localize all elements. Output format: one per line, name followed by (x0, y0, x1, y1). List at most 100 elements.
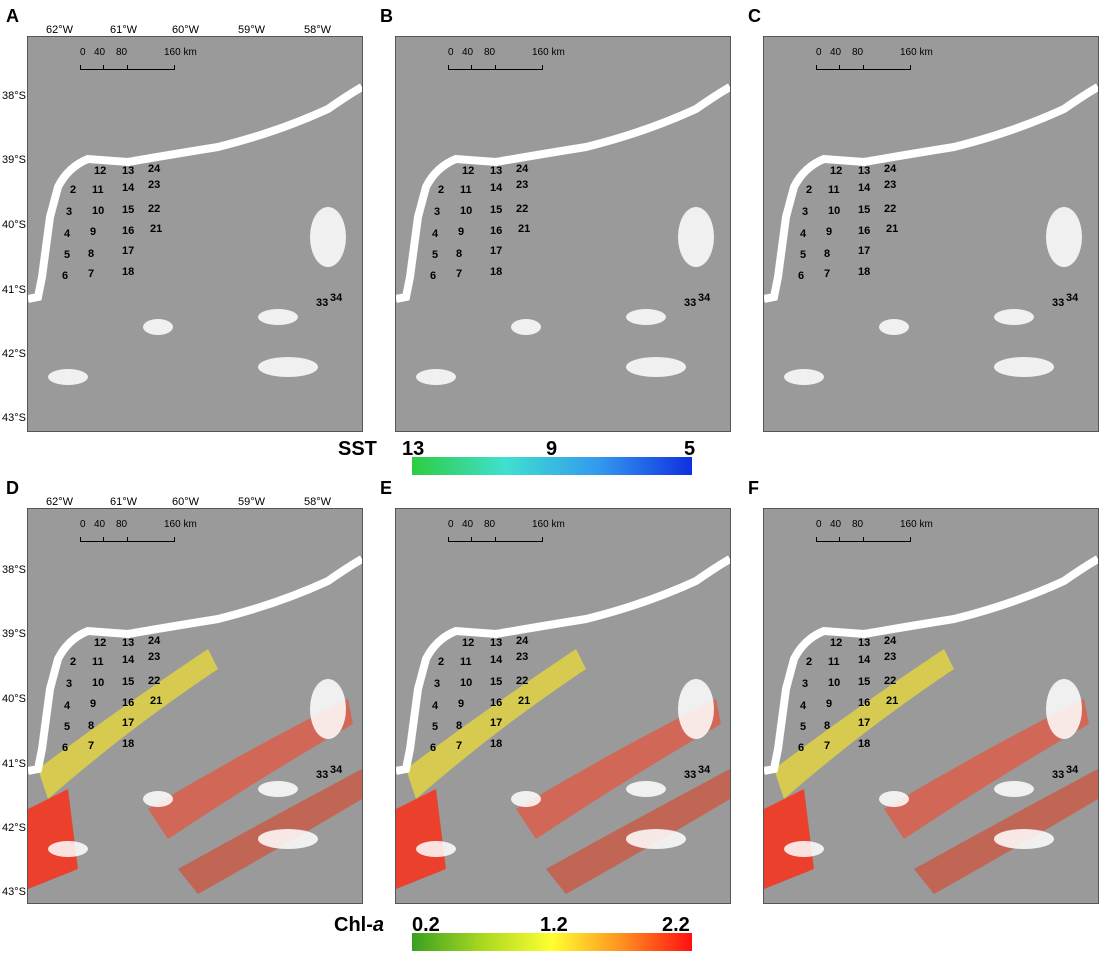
station-label: 23 (884, 179, 897, 191)
station-label: 16 (122, 225, 135, 237)
chl-tick: 2.2 (662, 914, 690, 936)
station-label: 13 (122, 637, 135, 649)
station-label: 10 (92, 677, 105, 689)
sst-colorbar-gradient (412, 457, 692, 475)
station-label: 15 (858, 204, 871, 216)
cloud-patch (879, 791, 909, 807)
chl-patch (396, 789, 446, 889)
scale-bar-tick (863, 65, 864, 70)
station-label: 14 (858, 654, 871, 666)
station-label: 6 (798, 742, 805, 754)
scale-bar-label: 40 (462, 519, 474, 530)
coastline (396, 83, 730, 303)
scale-bar-tick (816, 65, 817, 70)
scale-bar-tick (448, 65, 449, 70)
cloud-patch (879, 319, 909, 335)
cloud-patch (678, 679, 714, 739)
station-label: 3 (434, 206, 441, 218)
lat-label: 38°S (2, 564, 26, 576)
station-label: 34 (698, 764, 711, 776)
station-label: 3 (434, 678, 441, 690)
station-label: 17 (490, 245, 503, 257)
sst-tick: 13 (402, 438, 425, 460)
chl-patch (884, 699, 1089, 839)
station-label: 5 (432, 721, 439, 733)
scale-bar-tick (542, 537, 543, 542)
cloud-patch (310, 207, 346, 267)
station-label: 8 (824, 248, 831, 260)
station-label: 24 (148, 635, 161, 647)
station-label: 16 (858, 225, 871, 237)
cloud-patch (626, 357, 686, 377)
scale-bar: 0 40 80 160 km (816, 519, 956, 549)
chl-title-italic: a (372, 914, 385, 936)
panel-letter-a: A (6, 6, 19, 26)
cloud-patch (143, 319, 173, 335)
scale-bar-label: 0 (448, 47, 454, 58)
lon-label: 62°W (46, 24, 74, 36)
chl-patch (764, 789, 814, 889)
scale-bar: 0 40 80 160 km (448, 47, 588, 77)
lon-label: 60°W (172, 24, 200, 36)
scale-bar-label: 80 (852, 519, 864, 530)
station-label: 7 (88, 740, 95, 752)
station-label: 17 (858, 717, 871, 729)
station-label: 33 (316, 769, 329, 781)
land-area (764, 37, 1098, 299)
station-label: 22 (148, 675, 161, 687)
lat-label: 41°S (2, 284, 26, 296)
station-label: 15 (858, 676, 871, 688)
station-label: 2 (438, 184, 445, 196)
station-label: 34 (330, 292, 343, 304)
station-label: 16 (490, 697, 503, 709)
station-label: 4 (432, 228, 439, 240)
scale-bar-tick (495, 537, 496, 542)
station-label: 17 (858, 245, 871, 257)
cloud-patch (678, 207, 714, 267)
station-label: 21 (518, 695, 531, 707)
scale-bar-label: 160 km (900, 47, 933, 58)
lat-label: 43°S (2, 412, 26, 424)
panel-letter-b: B (380, 6, 393, 26)
station-label: 14 (122, 654, 135, 666)
station-label: 10 (828, 205, 841, 217)
cloud-patch (143, 791, 173, 807)
scale-bar-label: 80 (484, 519, 496, 530)
station-label: 13 (858, 165, 871, 177)
scale-bar: 0 40 80 160 km (448, 519, 588, 549)
station-label: 18 (122, 266, 135, 278)
lat-label: 42°S (2, 348, 26, 360)
cloud-patch (994, 357, 1054, 377)
map-panel-a: 0 40 80 160 km 2 3 4 5 6 7 8 9 10 11 12 13 14 15 16 17 18 21 2… (27, 36, 363, 432)
station-label: 8 (456, 248, 463, 260)
cloud-patch (511, 319, 541, 335)
station-label: 33 (684, 769, 697, 781)
scale-bar-label: 0 (448, 519, 454, 530)
scale-bar-label: 0 (816, 519, 822, 530)
station-label: 21 (886, 695, 899, 707)
coastline (764, 83, 1098, 303)
scale-bar-tick (471, 537, 472, 542)
station-label: 2 (438, 656, 445, 668)
scale-bar-label: 40 (830, 519, 842, 530)
station-label: 6 (430, 270, 437, 282)
station-label: 4 (64, 700, 71, 712)
map-panel-d: 0 40 80 160 km 2 3 4 5 6 7 8 9 10 11 12 13 14 15 16 17 18 21 2… (27, 508, 363, 904)
station-label: 18 (490, 266, 503, 278)
station-label: 14 (122, 182, 135, 194)
station-label: 5 (432, 249, 439, 261)
station-label: 34 (698, 292, 711, 304)
station-label: 8 (88, 248, 95, 260)
station-label: 4 (800, 228, 807, 240)
station-label: 15 (122, 204, 135, 216)
station-label: 12 (94, 165, 107, 177)
station-label: 13 (490, 165, 503, 177)
station-label: 33 (684, 297, 697, 309)
station-label: 12 (830, 637, 843, 649)
land-area (396, 509, 730, 771)
map-svg (764, 509, 1098, 903)
scale-bar-tick (839, 65, 840, 70)
station-label: 13 (122, 165, 135, 177)
station-label: 2 (806, 184, 813, 196)
station-label: 13 (858, 637, 871, 649)
